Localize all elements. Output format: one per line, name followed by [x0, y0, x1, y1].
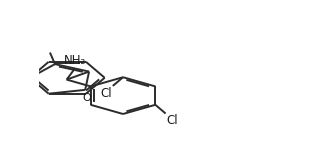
Text: O: O — [82, 93, 91, 103]
Text: NH₂: NH₂ — [64, 54, 86, 67]
Text: Cl: Cl — [167, 114, 179, 128]
Text: Cl: Cl — [100, 87, 112, 100]
